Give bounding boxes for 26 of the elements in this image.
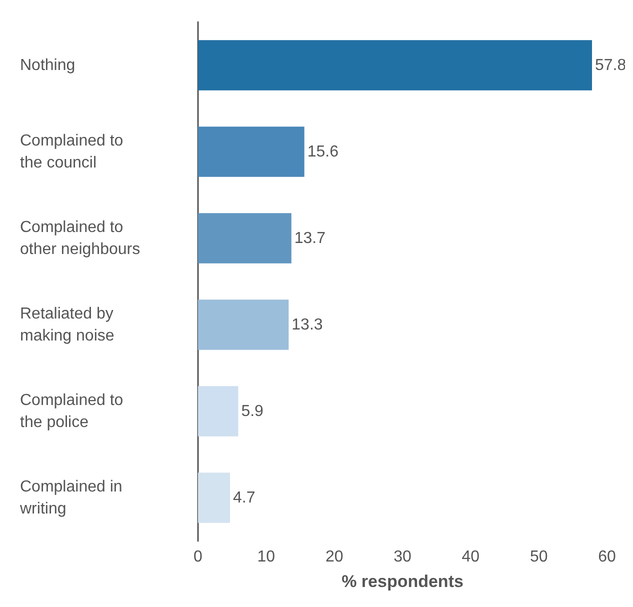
y-tick-label: Complained to other neighbours — [20, 218, 140, 258]
x-tick-label: 50 — [530, 548, 548, 566]
y-tick-label: Retaliated by making noise — [20, 305, 118, 344]
bar — [198, 40, 592, 90]
data-label: 13.3 — [292, 316, 323, 334]
bar — [198, 300, 289, 350]
x-tick-label: 0 — [194, 548, 203, 566]
x-axis-title: % respondents — [342, 572, 464, 591]
x-tick-label: 30 — [394, 548, 412, 566]
y-tick-label: Complained to the council — [20, 132, 128, 172]
bar — [198, 126, 304, 177]
y-tick-label: Complained to the police — [20, 392, 128, 431]
bar — [198, 213, 292, 264]
x-tick-label: 20 — [325, 548, 344, 566]
bar — [198, 472, 230, 523]
y-tick-label: Nothing — [20, 56, 76, 74]
data-label: 15.6 — [307, 143, 339, 160]
data-label: 13.7 — [294, 230, 326, 247]
x-tick-label: 10 — [257, 548, 276, 566]
x-tick-label: 60 — [598, 548, 616, 566]
data-label: 4.7 — [233, 489, 256, 506]
data-label: 5.9 — [241, 402, 264, 420]
y-tick-label: Complained in writing — [19, 478, 127, 518]
x-tick-label: 40 — [462, 548, 480, 566]
bar — [198, 386, 238, 436]
data-label: 57.8 — [595, 56, 626, 74]
